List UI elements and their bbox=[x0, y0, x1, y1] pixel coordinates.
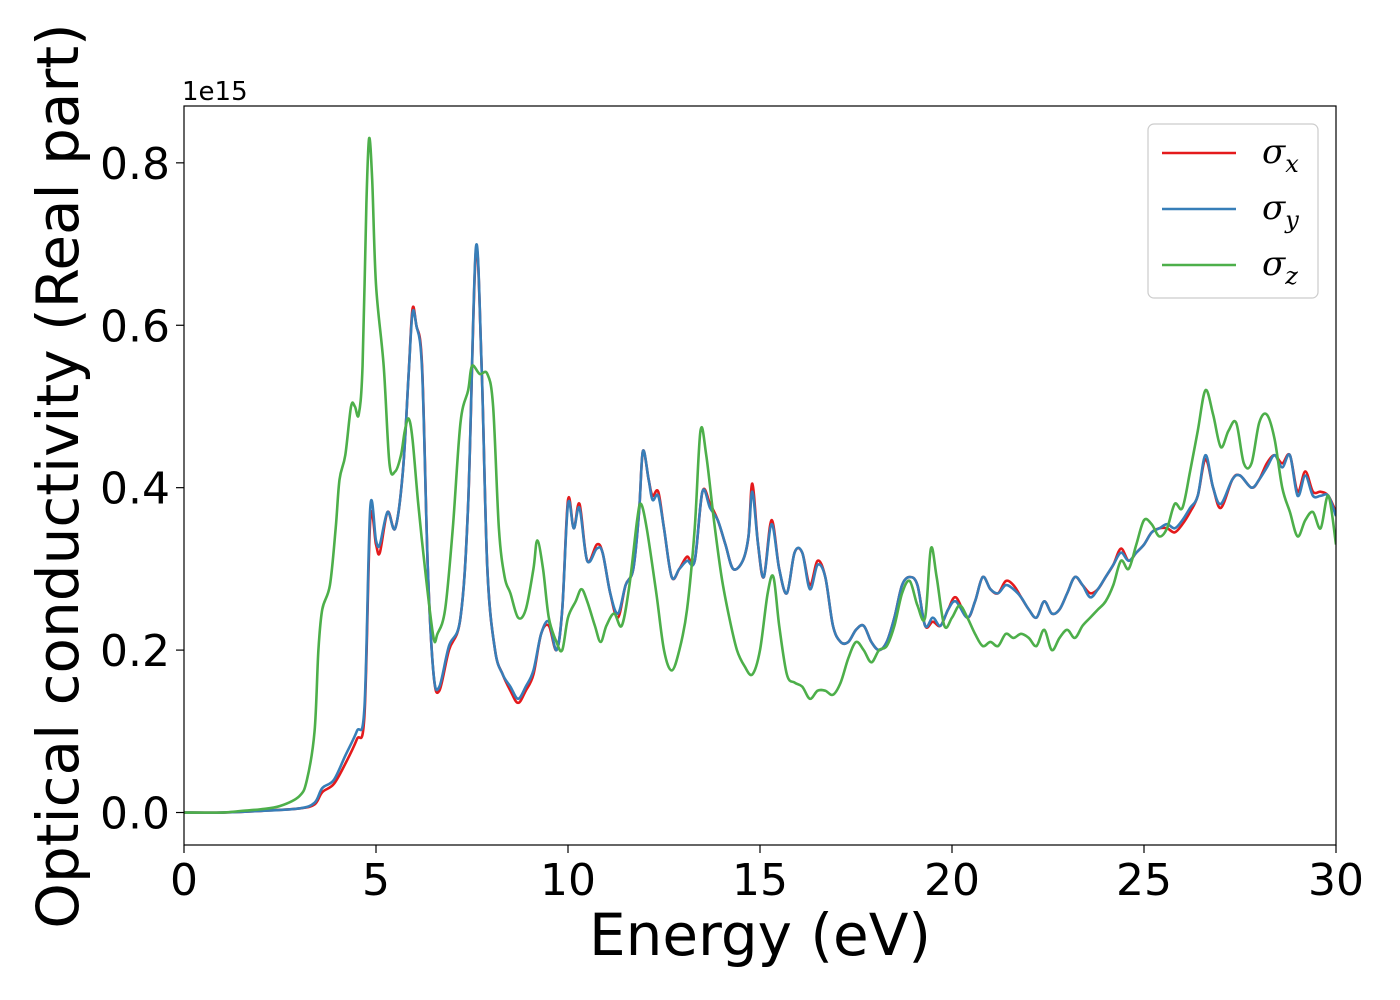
legend-label-y: σy bbox=[1262, 188, 1299, 234]
legend-box bbox=[1147, 123, 1319, 299]
x-tick-label: 30 bbox=[1308, 855, 1364, 906]
x-tick-label: 10 bbox=[540, 855, 596, 906]
legend: σx σy σz bbox=[1147, 123, 1319, 299]
y-tick-label: 0.2 bbox=[100, 626, 170, 677]
series-line-y bbox=[184, 243, 1336, 814]
y-axis-label: Optical conductivity (Real part) bbox=[24, 23, 92, 928]
legend-label-z: σz bbox=[1262, 244, 1298, 290]
series-line-x bbox=[184, 247, 1336, 814]
legend-label-x: σx bbox=[1262, 132, 1299, 178]
y-axis-ticks: 0.0 0.2 0.4 0.6 0.8 bbox=[100, 139, 184, 840]
y-offset-label: 1e15 bbox=[182, 77, 248, 107]
x-tick-label: 5 bbox=[362, 855, 390, 906]
y-tick-label: 0.8 bbox=[100, 139, 170, 190]
y-tick-label: 0.0 bbox=[100, 789, 170, 840]
x-tick-label: 15 bbox=[732, 855, 788, 906]
y-tick-label: 0.4 bbox=[100, 464, 170, 515]
y-tick-label: 0.6 bbox=[100, 301, 170, 352]
x-axis-label: Energy (eV) bbox=[589, 901, 931, 969]
x-tick-label: 0 bbox=[170, 855, 198, 906]
x-tick-label: 20 bbox=[924, 855, 980, 906]
series-line-z bbox=[184, 136, 1336, 814]
series-lines bbox=[184, 136, 1336, 814]
x-tick-label: 25 bbox=[1116, 855, 1172, 906]
x-axis-ticks: 0 5 10 15 20 25 30 bbox=[170, 845, 1364, 906]
